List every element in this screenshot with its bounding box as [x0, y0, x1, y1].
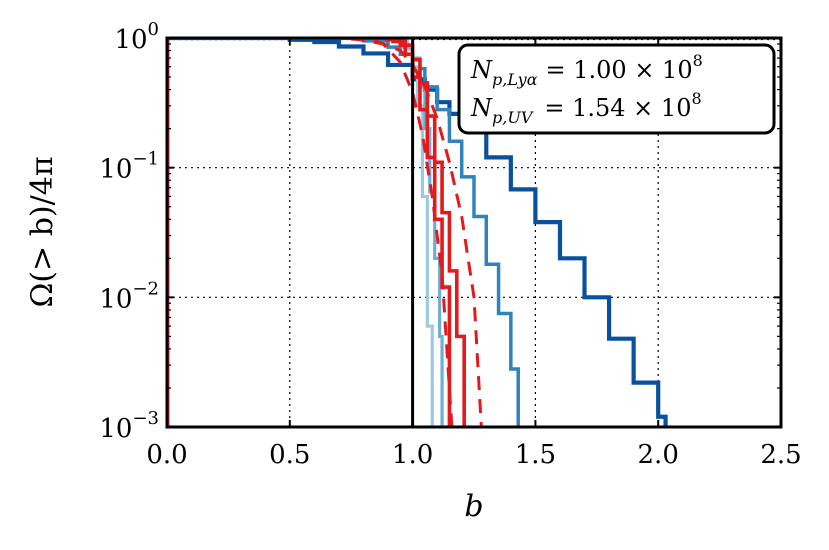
- y-axis-label: Ω(> b)/4π: [25, 156, 60, 307]
- y-tick-label-1: 10−1: [99, 149, 159, 185]
- series-1: [167, 38, 520, 427]
- x-tick-label-4: 2.0: [638, 440, 679, 470]
- plot-frame: [165, 36, 783, 429]
- x-tick-label-3: 1.5: [515, 440, 556, 470]
- series-3: [167, 38, 444, 427]
- legend-box: Np,Lyα = 1.00 × 108 Np,UV = 1.54 × 108: [457, 43, 776, 135]
- series-0: [167, 38, 668, 427]
- series-7: [167, 38, 454, 427]
- series-5: [167, 38, 452, 427]
- x-tick-label-1: 0.5: [269, 440, 310, 470]
- axis-ticks: [166, 37, 782, 428]
- series-8: [167, 38, 364, 427]
- y-tick-label-0: 100: [114, 19, 159, 55]
- legend-line-uv: Np,UV = 1.54 × 108: [470, 89, 702, 127]
- x-tick-label-2: 1.0: [392, 440, 433, 470]
- y-tick-label-3: 10−3: [99, 408, 159, 444]
- x-tick-label-0: 0.0: [146, 440, 187, 470]
- y-tick-label-2: 10−2: [99, 278, 159, 314]
- legend-line-lya: Np,Lyα = 1.00 × 108: [470, 51, 703, 89]
- x-axis-label: b: [464, 489, 483, 524]
- x-tick-label-5: 2.5: [760, 440, 801, 470]
- series-2: [167, 38, 434, 427]
- axis-tick-labels: 0.0 0.5 1.0 1.5 2.0 2.5 100 10−1 10−2 10−3: [99, 19, 801, 470]
